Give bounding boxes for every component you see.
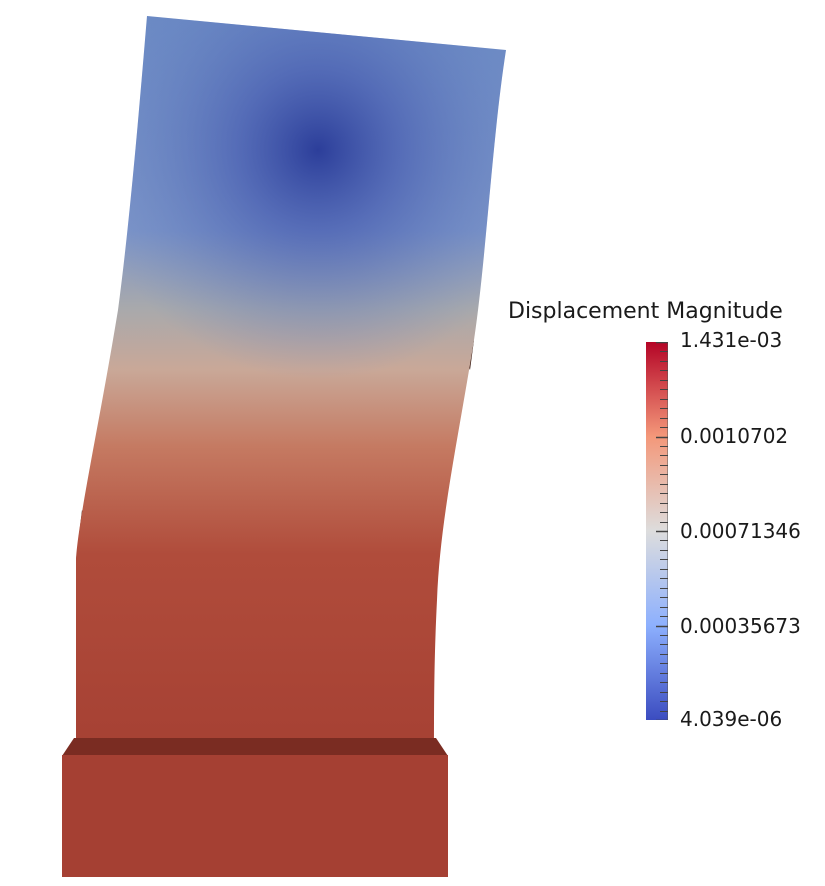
legend-title: Displacement Magnitude xyxy=(508,299,783,324)
colorbar-label-2: 0.00071346 xyxy=(680,519,801,543)
colorbar-label-1: 0.0010702 xyxy=(680,424,789,448)
colorbar-min-label: 4.039e-06 xyxy=(680,707,783,731)
deformed-beam xyxy=(76,16,506,755)
colorbar-label-3: 0.00035673 xyxy=(680,614,801,638)
colorbar-ticks xyxy=(656,342,668,720)
colorbar-max-label: 1.431e-03 xyxy=(680,328,783,352)
color-scale-bar xyxy=(646,342,668,720)
base-block xyxy=(62,755,448,877)
base-top-face xyxy=(62,738,448,756)
